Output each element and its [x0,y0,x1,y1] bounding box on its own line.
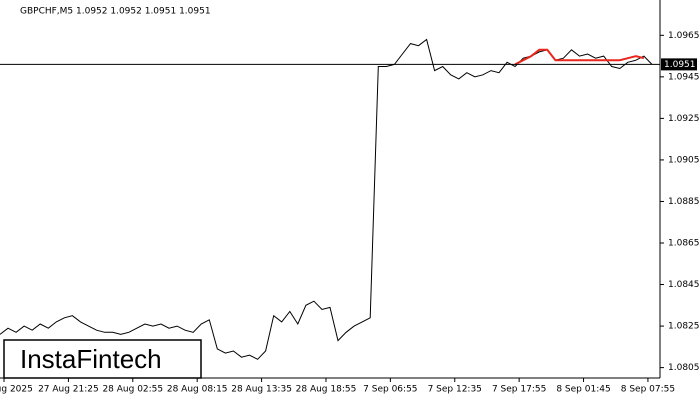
x-tick-label: 7 Sep 12:35 [428,385,482,395]
x-tick-label: 27 Aug 2025 [0,385,33,395]
x-tick-label: 27 Aug 21:25 [38,385,99,395]
y-tick-label: 1.0825 [668,322,700,332]
y-tick-label: 1.0945 [668,72,700,82]
x-tick-label: 7 Sep 06:55 [363,385,417,395]
watermark: InstaFintech [20,344,162,374]
y-tick-label: 1.0885 [668,197,700,207]
y-tick-label: 1.0805 [668,363,700,373]
y-tick-label: 1.0845 [668,280,700,290]
y-tick-label: 1.0925 [668,114,700,124]
last-price-label: 1.0951 [664,60,696,70]
watermark-box [3,339,202,379]
x-tick-label: 28 Aug 08:15 [167,385,228,395]
x-tick-label: 28 Aug 18:55 [296,385,357,395]
x-tick-label: 28 Aug 02:55 [102,385,163,395]
y-tick-label: 1.0965 [668,31,700,41]
x-tick-label: 28 Aug 13:35 [231,385,292,395]
price-line [0,38,653,360]
y-tick-label: 1.0865 [668,239,700,249]
x-tick-label: 8 Sep 07:55 [621,385,675,395]
y-tick-label: 1.0905 [668,155,700,165]
x-tick-label: 8 Sep 01:45 [556,385,610,395]
x-tick-label: 7 Sep 17:55 [492,385,546,395]
last-price-box [661,58,697,71]
price-line [514,48,645,66]
chart-title: GBPCHF,M5 1.0952 1.0952 1.0951 1.0951 [20,7,211,17]
